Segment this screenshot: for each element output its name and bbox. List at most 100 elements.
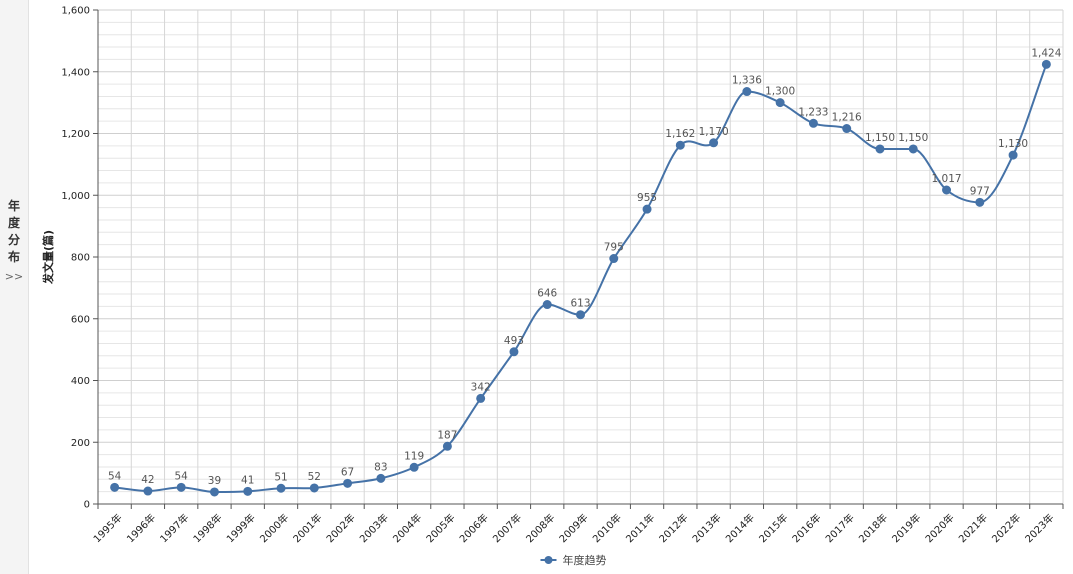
y-tick-label: 400	[71, 376, 90, 387]
data-points	[110, 59, 1051, 497]
x-tick-label: 2004年	[390, 511, 424, 545]
data-point[interactable]	[642, 204, 652, 214]
y-axis-ticks: 0 200 400 600 800 1,000 1,200 1,400 1,600	[61, 6, 98, 511]
x-tick-label: 2003年	[357, 511, 391, 545]
y-tick-label: 200	[71, 438, 90, 449]
x-tick-label: 2010年	[590, 511, 624, 545]
data-label: 41	[241, 474, 254, 486]
x-tick-label: 1995年	[90, 511, 124, 545]
legend-label: 年度趋势	[563, 553, 607, 567]
x-tick-label: 2019年	[889, 511, 923, 545]
data-point[interactable]	[476, 393, 486, 403]
y-tick-label: 0	[84, 500, 90, 511]
x-tick-label: 2016年	[789, 511, 823, 545]
x-tick-label: 2014年	[723, 511, 757, 545]
x-tick-label: 2000年	[257, 511, 291, 545]
data-point[interactable]	[442, 441, 452, 451]
x-tick-label: 2022年	[989, 511, 1023, 545]
data-point[interactable]	[576, 310, 585, 320]
data-label: 1,170	[699, 126, 729, 138]
data-point[interactable]	[276, 483, 286, 493]
data-label: 1,017	[932, 173, 962, 185]
data-label: 1,336	[732, 75, 762, 87]
data-label: 54	[175, 470, 189, 482]
x-tick-label: 2005年	[423, 511, 457, 545]
panel-title: 年度分布	[0, 198, 28, 266]
x-tick-label: 2009年	[556, 511, 590, 545]
x-tick-label: 1996年	[124, 511, 158, 545]
data-label: 977	[970, 185, 990, 197]
x-tick-label: 2013年	[689, 511, 723, 545]
data-label: 342	[471, 381, 491, 393]
data-point[interactable]	[609, 254, 619, 264]
x-tick-label: 2002年	[323, 511, 357, 545]
x-tick-label: 2017年	[823, 511, 857, 545]
data-label: 1,162	[665, 128, 695, 140]
data-point[interactable]	[243, 486, 253, 496]
data-point[interactable]	[176, 482, 186, 492]
x-tick-label: 2011年	[623, 511, 657, 545]
data-label: 42	[141, 474, 154, 486]
data-point[interactable]	[775, 98, 785, 108]
data-point[interactable]	[975, 197, 985, 207]
y-axis-label: 发文量(篇)	[41, 230, 55, 285]
data-label: 51	[274, 471, 287, 483]
data-point[interactable]	[1008, 150, 1018, 160]
data-point[interactable]	[808, 118, 818, 128]
data-label: 1,233	[798, 106, 828, 118]
data-label: 187	[437, 429, 457, 441]
x-tick-label: 2018年	[856, 511, 890, 545]
y-tick-label: 600	[71, 314, 90, 325]
data-label: 1,424	[1031, 47, 1061, 59]
data-label: 1,150	[898, 132, 928, 144]
data-label: 613	[570, 298, 590, 310]
data-point[interactable]	[742, 87, 752, 97]
data-label: 54	[108, 470, 122, 482]
series-line-annual-trend	[114, 63, 1048, 493]
panel-title-char: 度	[7, 216, 20, 230]
data-point[interactable]	[842, 124, 852, 134]
data-point[interactable]	[143, 486, 153, 496]
data-label: 493	[504, 335, 524, 347]
year-distribution-panel-toggle[interactable]: 年度分布 >>	[0, 0, 29, 574]
data-point[interactable]	[110, 482, 120, 492]
data-labels: 54 42 54 39 41 51 52 67 83 119 187 342 493 646 613 795 9…	[108, 47, 1062, 487]
data-point[interactable]	[942, 185, 952, 195]
data-point[interactable]	[675, 140, 685, 150]
y-tick-label: 1,600	[61, 6, 90, 17]
x-tick-label: 1999年	[224, 511, 258, 545]
data-label: 646	[537, 288, 557, 300]
x-tick-label: 2008年	[523, 511, 557, 545]
data-point[interactable]	[709, 138, 719, 148]
legend[interactable]: 年度趋势	[540, 553, 607, 567]
data-label: 52	[308, 471, 321, 483]
data-label: 119	[404, 450, 424, 462]
data-point[interactable]	[409, 462, 419, 472]
data-label: 39	[208, 475, 221, 487]
data-point[interactable]	[908, 144, 918, 154]
data-label: 83	[374, 461, 387, 473]
x-tick-label: 2023年	[1022, 511, 1056, 545]
x-tick-label: 2015年	[756, 511, 790, 545]
panel-title-char: 年	[7, 199, 20, 213]
y-tick-label: 1,200	[61, 129, 90, 140]
data-label: 1,216	[832, 112, 862, 124]
data-point[interactable]	[343, 478, 353, 488]
data-point[interactable]	[875, 144, 885, 154]
x-tick-label: 1998年	[190, 511, 224, 545]
data-label: 1,300	[765, 86, 795, 98]
panel-title-char: 分	[7, 233, 20, 247]
expand-chevron-icon[interactable]: >>	[4, 270, 24, 283]
data-point[interactable]	[1041, 59, 1051, 69]
data-point[interactable]	[309, 483, 319, 493]
data-label: 1,150	[865, 132, 895, 144]
data-point[interactable]	[209, 487, 219, 497]
data-point[interactable]	[376, 473, 386, 483]
data-point[interactable]	[509, 347, 519, 357]
x-tick-label: 2001年	[290, 511, 324, 545]
y-tick-label: 800	[71, 253, 90, 264]
x-tick-label: 2007年	[490, 511, 524, 545]
x-tick-label: 2021年	[956, 511, 990, 545]
data-point[interactable]	[542, 300, 552, 310]
